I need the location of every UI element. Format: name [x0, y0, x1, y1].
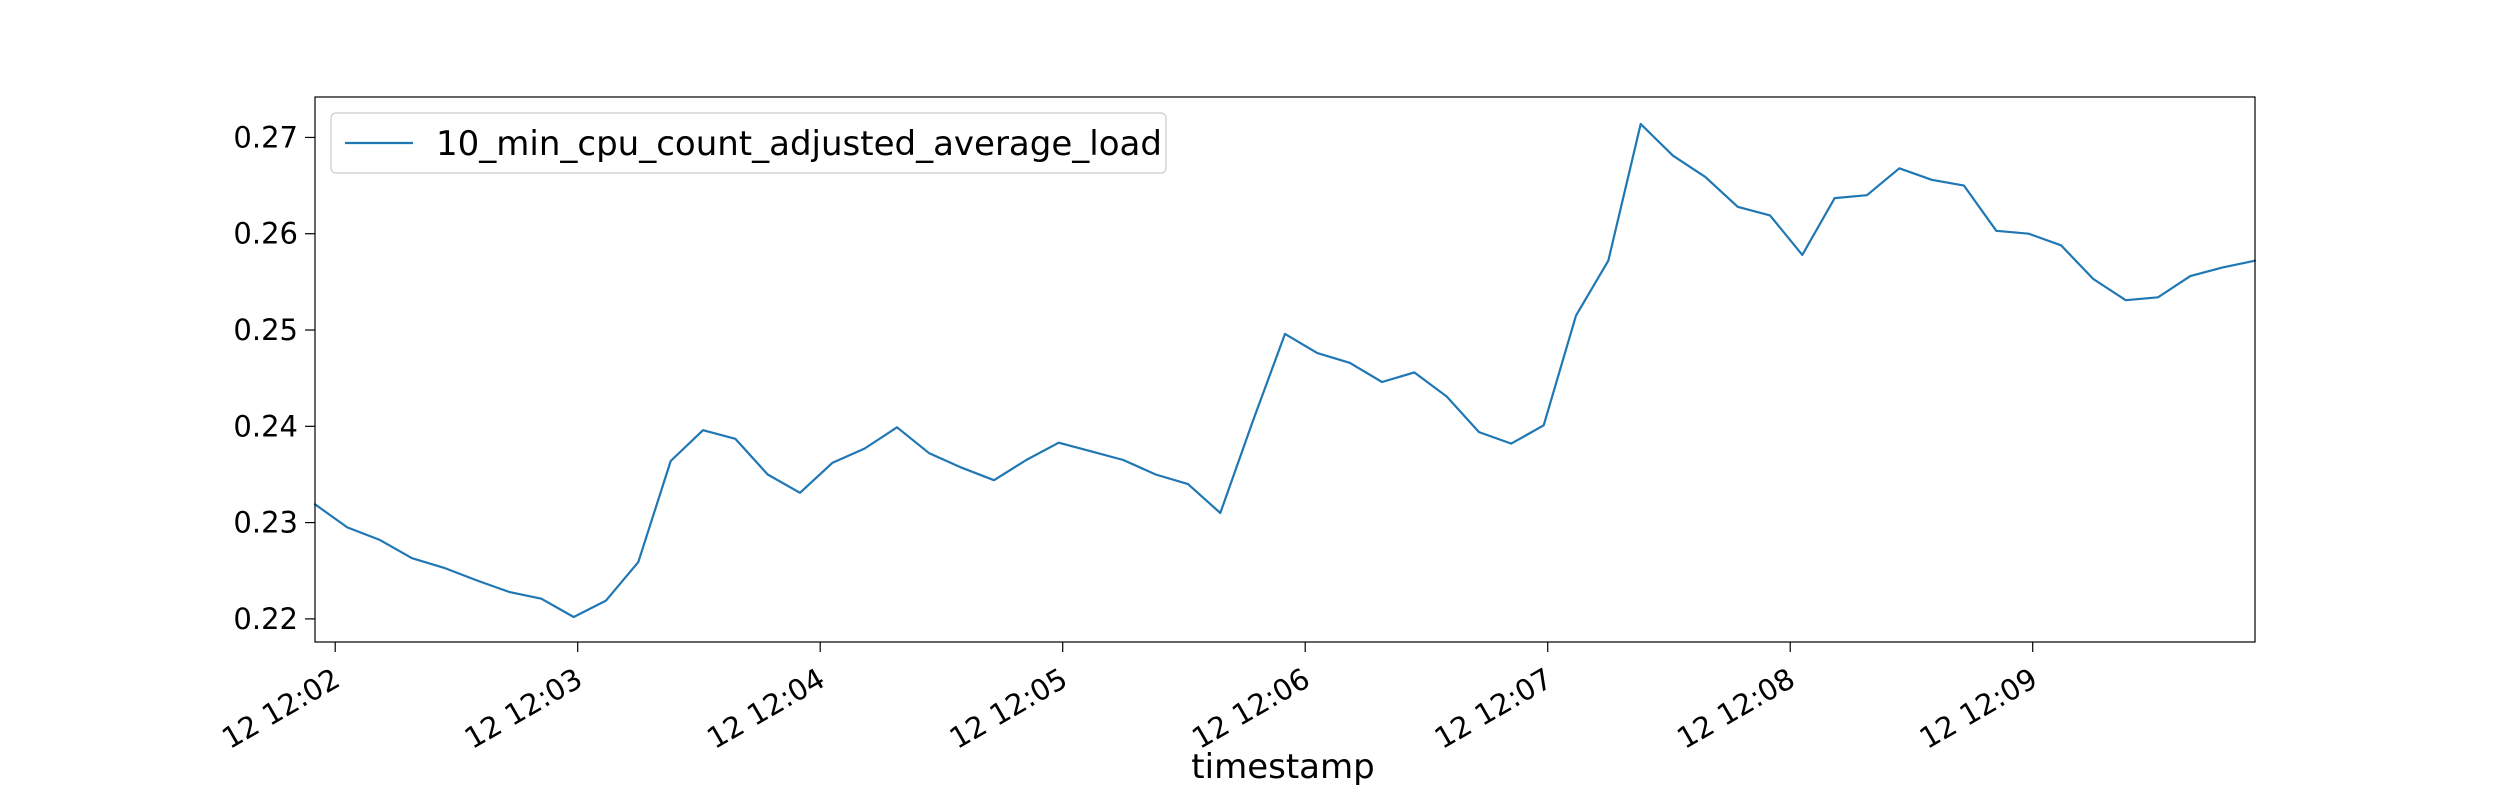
legend-label: 10_min_cpu_count_adjusted_average_load	[436, 124, 1162, 164]
y-tick-label: 0.27	[233, 120, 298, 154]
y-tick-label: 0.26	[233, 217, 298, 251]
plot-frame	[314, 96, 2256, 643]
legend-box	[330, 112, 1167, 174]
plot-area	[313, 96, 2257, 643]
series-line	[313, 122, 2257, 619]
x-axis-title: timestamp	[1191, 747, 1374, 787]
y-tick-label: 0.23	[233, 506, 298, 540]
legend: 10_min_cpu_count_adjusted_average_load	[330, 112, 1167, 174]
y-tick-label: 0.22	[233, 602, 298, 636]
y-axis: 0.22 0.23 0.24 0.25 0.26 0.27	[233, 120, 315, 636]
y-tick-label: 0.24	[233, 409, 298, 443]
y-tick-label: 0.25	[233, 313, 298, 347]
